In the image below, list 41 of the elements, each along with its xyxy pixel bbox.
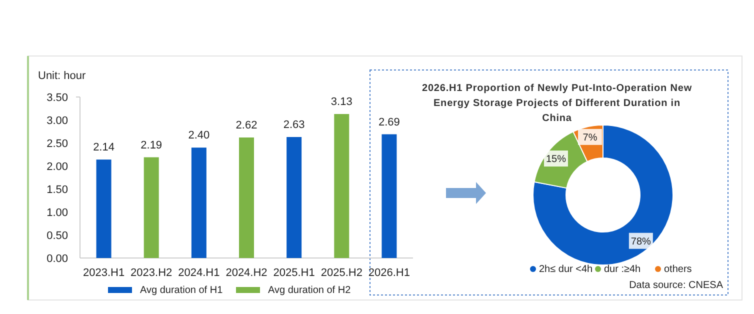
- data-label: 15%: [546, 154, 566, 166]
- legend-label: Avg duration of H1: [140, 285, 224, 296]
- chart-title: 2026.H1 Proportion of Newly Put-Into-Operation New Energy Storage Projects of Different Duration in China: [422, 83, 692, 124]
- bar: [191, 148, 206, 258]
- legend-label: Avg duration of H2: [268, 285, 352, 296]
- bar: [239, 137, 254, 258]
- bar: [144, 157, 159, 258]
- y-tick-label: 2.00: [46, 160, 68, 173]
- y-axis-title: Unit: hour: [38, 70, 86, 82]
- bar: [334, 114, 350, 258]
- bar: [96, 160, 112, 258]
- legend-label: others: [664, 264, 692, 275]
- legend-label: dur :≥4h: [604, 264, 641, 275]
- text: 2.62: [236, 119, 258, 132]
- y-tick-label: 1.50: [46, 184, 68, 196]
- y-tick-label: 0.50: [46, 230, 68, 242]
- x-tick-label: 2025.H1: [273, 267, 315, 279]
- source-note: Data source: CNESA: [629, 280, 724, 291]
- text: 2.69: [378, 116, 400, 128]
- x-tick-label: 2026.H1: [368, 267, 410, 279]
- text: 2.63: [283, 119, 305, 132]
- text: 2.14: [93, 142, 114, 154]
- y-tick-label: 3.50: [46, 92, 68, 104]
- data-label: 7%: [582, 132, 598, 144]
- y-tick-label: 3.00: [46, 114, 68, 127]
- text: 2.19: [140, 139, 162, 152]
- x-tick-label: 2023.H2: [130, 267, 172, 279]
- donut-slice: [532, 124, 674, 266]
- text: 2.40: [188, 130, 210, 142]
- x-tick-label: 2025.H2: [320, 267, 362, 279]
- bar: [286, 137, 302, 258]
- data-label: 78%: [630, 236, 652, 248]
- text: 3.13: [330, 96, 352, 108]
- x-tick-label: 2024.H1: [178, 267, 220, 279]
- y-tick-label: 0.00: [46, 252, 68, 265]
- x-tick-label: 2024.H2: [226, 267, 268, 279]
- y-tick-label: 2.50: [46, 138, 68, 150]
- bar: [382, 134, 397, 258]
- x-tick-label: 2023.H1: [82, 267, 125, 279]
- legend-label: 2h≤ dur <4h: [539, 264, 593, 275]
- y-tick-label: 1.00: [46, 206, 68, 219]
